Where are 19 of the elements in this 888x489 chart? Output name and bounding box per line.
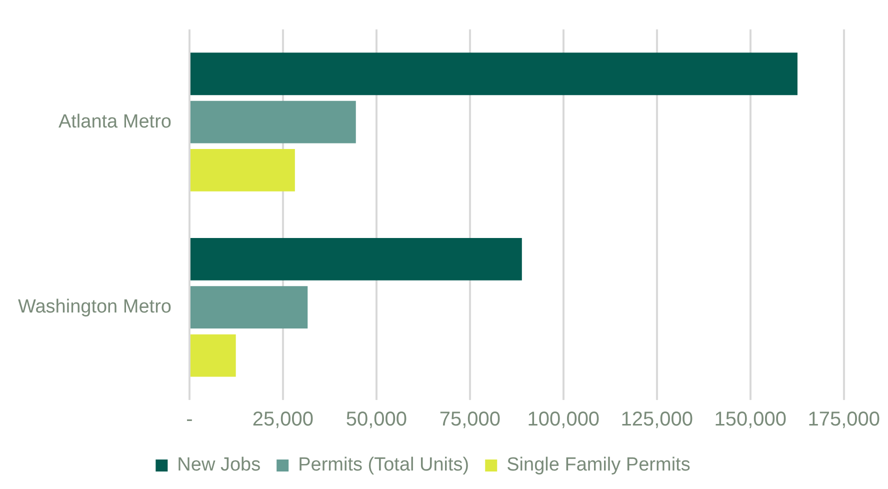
bar xyxy=(190,52,798,96)
legend-label: New Jobs xyxy=(177,454,261,476)
x-tick-label: 25,000 xyxy=(252,408,314,431)
bar xyxy=(190,238,522,280)
x-tick-label: 175,000 xyxy=(808,408,880,431)
bar xyxy=(190,100,356,144)
bar xyxy=(190,149,295,192)
x-tick-label: 100,000 xyxy=(527,408,600,431)
legend-label: Single Family Permits xyxy=(506,454,690,476)
x-tick-label: 75,000 xyxy=(439,408,501,431)
bar xyxy=(190,286,308,329)
x-tick-label: - xyxy=(186,408,193,431)
x-tick-label: 125,000 xyxy=(620,408,694,431)
legend-label: Permits (Total Units) xyxy=(298,454,470,476)
bar xyxy=(190,334,236,377)
x-tick-label: 150,000 xyxy=(714,408,787,431)
y-tick-label: Washington Metro xyxy=(18,296,172,318)
y-tick-label: Atlanta Metro xyxy=(58,111,172,132)
x-tick-label: 50,000 xyxy=(346,408,408,431)
